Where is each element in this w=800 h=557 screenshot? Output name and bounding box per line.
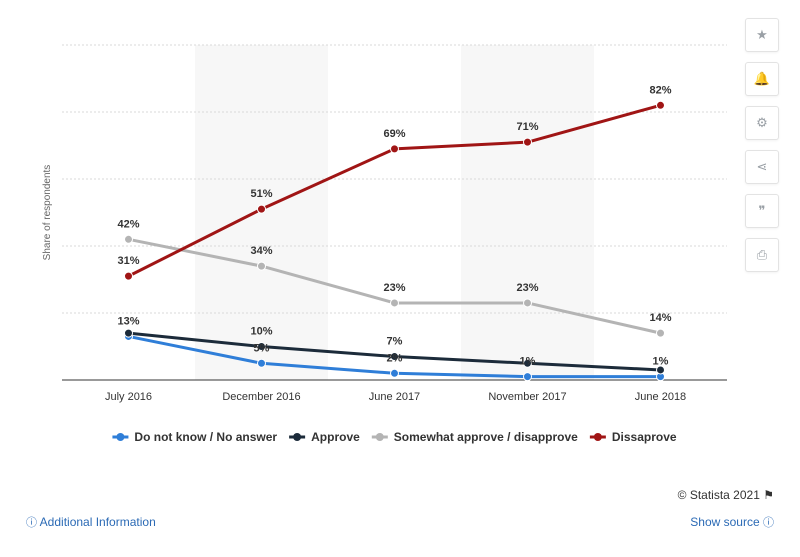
y-axis-title: Share of respondents	[42, 165, 53, 261]
data-label: 42%	[117, 218, 139, 230]
data-point[interactable]	[124, 234, 133, 244]
legend-swatch-dot	[293, 433, 302, 441]
series-2	[124, 234, 665, 338]
data-label: 2%	[387, 352, 403, 364]
data-point[interactable]	[656, 328, 665, 338]
credit-text: © Statista 2021	[677, 488, 760, 502]
data-label: 5%	[254, 342, 270, 354]
legend: Do not know / No answer Approve Somewhat a…	[112, 430, 677, 444]
data-point[interactable]	[523, 358, 532, 368]
x-tick-label: November 2017	[488, 391, 566, 403]
x-tick-label: December 2016	[222, 391, 300, 403]
legend-swatch-dot	[116, 433, 125, 441]
x-tick-label: June 2018	[635, 391, 686, 403]
statista-credit[interactable]: © Statista 2021 ⚑	[678, 488, 774, 502]
data-point[interactable]	[523, 372, 532, 382]
data-point[interactable]	[523, 137, 532, 147]
data-point[interactable]	[257, 358, 266, 368]
legend-swatch-dot	[593, 433, 602, 441]
additional-information-text: Additional Information	[39, 515, 156, 529]
data-point[interactable]	[390, 144, 399, 154]
share-icon[interactable]: ⋖	[745, 150, 779, 184]
data-point[interactable]	[257, 261, 266, 271]
data-label: 23%	[516, 282, 538, 294]
data-point[interactable]	[656, 100, 665, 110]
favorite-star-icon[interactable]: ★	[745, 18, 779, 52]
flag-icon[interactable]: ⚑	[763, 488, 774, 502]
data-label: 7%	[387, 336, 403, 348]
legend-label: Dissaprove	[612, 430, 677, 444]
data-label: 10%	[250, 326, 272, 338]
print-icon[interactable]: ⎙	[745, 238, 779, 272]
data-labels: 13% 5% 2% 1% 1% 10% 7% 42% 34% 23% 23% 14% 31% 51% 69%…	[117, 84, 671, 367]
x-axis-ticks: July 2016 December 2016 June 2017 November …	[105, 391, 686, 403]
info-icon: ⓘ	[26, 516, 37, 529]
data-label: 31%	[117, 255, 139, 267]
data-point[interactable]	[656, 365, 665, 375]
data-label: 23%	[383, 282, 405, 294]
gridlines	[62, 44, 727, 381]
data-point[interactable]	[390, 368, 399, 378]
data-point[interactable]	[257, 204, 266, 214]
data-point[interactable]	[124, 328, 133, 338]
show-source-link[interactable]: Show source ⓘ	[690, 514, 774, 530]
data-label: 1%	[520, 356, 536, 368]
legend-item[interactable]: Approve	[289, 430, 360, 444]
data-label: 13%	[117, 315, 139, 327]
data-label: 69%	[383, 128, 405, 140]
x-tick-label: June 2017	[369, 391, 420, 403]
additional-information-link[interactable]: ⓘ Additional Information	[26, 514, 156, 530]
legend-label: Somewhat approve / disapprove	[394, 430, 578, 444]
data-point[interactable]	[523, 298, 532, 308]
series-1	[124, 328, 665, 375]
data-label: 51%	[250, 188, 272, 200]
legend-item[interactable]: Dissaprove	[589, 430, 677, 444]
legend-item[interactable]: Somewhat approve / disapprove	[371, 430, 578, 444]
cite-quote-icon[interactable]: ❞	[745, 194, 779, 228]
legend-label: Do not know / No answer	[134, 430, 277, 444]
legend-item[interactable]: Do not know / No answer	[112, 430, 277, 444]
data-label: 34%	[250, 245, 272, 257]
series-3	[124, 100, 665, 281]
data-point[interactable]	[390, 352, 399, 362]
data-label: 1%	[653, 356, 669, 368]
data-label: 71%	[516, 121, 538, 133]
settings-gear-icon[interactable]: ⚙	[745, 106, 779, 140]
legend-label: Approve	[311, 430, 360, 444]
series-0	[124, 331, 665, 382]
column-band	[461, 45, 594, 380]
info-icon: ⓘ	[763, 516, 774, 529]
x-tick-label: July 2016	[105, 391, 152, 403]
alternating-bands	[195, 45, 594, 380]
legend-swatch-dot	[375, 433, 384, 441]
data-point[interactable]	[124, 271, 133, 281]
data-point[interactable]	[390, 298, 399, 308]
chart-toolbar: ★ 🔔 ⚙ ⋖ ❞ ⎙	[745, 18, 779, 282]
data-point[interactable]	[257, 342, 266, 351]
data-label: 82%	[649, 84, 671, 96]
series-layer	[124, 100, 665, 382]
notification-bell-icon[interactable]: 🔔	[745, 62, 779, 96]
data-label: 14%	[649, 312, 671, 324]
show-source-text: Show source	[690, 515, 760, 529]
